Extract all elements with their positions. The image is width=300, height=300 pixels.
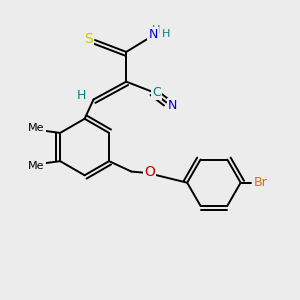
Text: Br: Br [254,176,268,189]
Text: H: H [162,29,170,39]
Text: Me: Me [28,123,45,133]
Text: Me: Me [28,161,45,172]
Text: H: H [152,25,160,34]
Text: N: N [168,99,177,112]
Text: N: N [148,28,158,40]
Text: H: H [76,88,86,101]
Text: O: O [144,165,154,179]
Text: C: C [152,85,161,98]
Text: S: S [84,32,93,46]
